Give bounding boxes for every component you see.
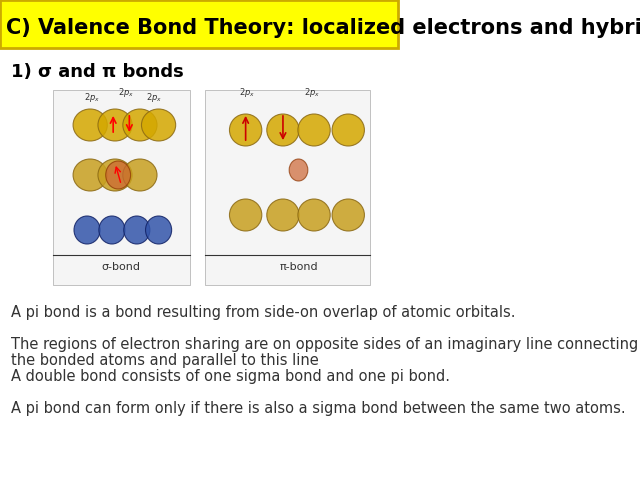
- Ellipse shape: [74, 216, 100, 244]
- Text: $2p_x$: $2p_x$: [118, 86, 134, 99]
- Text: C) Valence Bond Theory: localized electrons and hybridization: C) Valence Bond Theory: localized electr…: [6, 18, 640, 38]
- Text: $2p_x$: $2p_x$: [304, 86, 320, 99]
- Ellipse shape: [230, 114, 262, 146]
- Ellipse shape: [124, 216, 150, 244]
- Text: $2p_x$: $2p_x$: [146, 91, 163, 104]
- Ellipse shape: [73, 109, 108, 141]
- FancyBboxPatch shape: [0, 0, 398, 48]
- Text: $2p_x$: $2p_x$: [84, 91, 100, 104]
- Text: σ-bond: σ-bond: [102, 262, 141, 272]
- FancyBboxPatch shape: [205, 90, 370, 285]
- Text: the bonded atoms and parallel to this line: the bonded atoms and parallel to this li…: [11, 353, 319, 368]
- Ellipse shape: [123, 159, 157, 191]
- Text: π-bond: π-bond: [279, 262, 318, 272]
- Ellipse shape: [73, 159, 108, 191]
- Ellipse shape: [332, 199, 364, 231]
- Ellipse shape: [298, 199, 330, 231]
- Text: $2p_x$: $2p_x$: [239, 86, 255, 99]
- Text: A pi bond can form only if there is also a sigma bond between the same two atoms: A pi bond can form only if there is also…: [11, 401, 626, 416]
- Ellipse shape: [98, 109, 132, 141]
- Ellipse shape: [267, 114, 299, 146]
- Ellipse shape: [99, 216, 125, 244]
- Ellipse shape: [106, 161, 131, 189]
- Ellipse shape: [332, 114, 364, 146]
- Ellipse shape: [141, 109, 175, 141]
- Text: A double bond consists of one sigma bond and one pi bond.: A double bond consists of one sigma bond…: [11, 369, 450, 384]
- FancyBboxPatch shape: [53, 90, 189, 285]
- Ellipse shape: [145, 216, 172, 244]
- Text: The regions of electron sharing are on opposite sides of an imaginary line conne: The regions of electron sharing are on o…: [11, 337, 639, 352]
- Ellipse shape: [230, 199, 262, 231]
- Ellipse shape: [267, 199, 299, 231]
- Text: A pi bond is a bond resulting from side-on overlap of atomic orbitals.: A pi bond is a bond resulting from side-…: [11, 305, 516, 320]
- Ellipse shape: [298, 114, 330, 146]
- Ellipse shape: [98, 159, 132, 191]
- Ellipse shape: [123, 109, 157, 141]
- Text: 1) σ and π bonds: 1) σ and π bonds: [11, 63, 184, 81]
- Ellipse shape: [289, 159, 308, 181]
